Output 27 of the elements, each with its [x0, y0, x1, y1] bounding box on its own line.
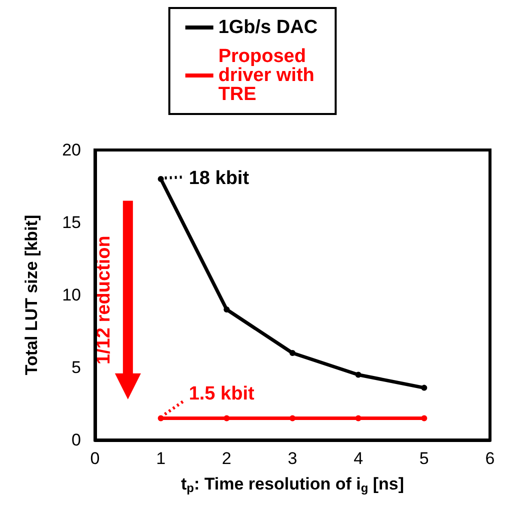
- x-tick-label: 5: [419, 449, 429, 468]
- y-axis-title: Total LUT size [kbit]: [22, 214, 41, 376]
- x-tick-label: 1: [156, 449, 166, 468]
- legend-label: 1Gb/s DAC: [218, 17, 318, 38]
- point: [355, 415, 362, 422]
- point: [355, 372, 362, 378]
- y-tick-label: 15: [62, 213, 81, 232]
- y-tick-label: 10: [62, 286, 81, 304]
- x-tick-label: 6: [485, 449, 495, 468]
- x-tick-label: 4: [354, 449, 364, 468]
- x-tick-label: 2: [222, 449, 232, 468]
- point: [290, 415, 296, 422]
- annotation: 1.5 kbit: [188, 383, 255, 404]
- point: [158, 176, 164, 182]
- legend-label: Proposed driver with TRE: [218, 46, 320, 105]
- point: [224, 306, 230, 312]
- y-tick-label: 5: [72, 358, 81, 377]
- point: [290, 350, 296, 356]
- x-tick-label: 3: [288, 449, 298, 468]
- point: [421, 415, 428, 422]
- annotation: 18 kbit: [188, 168, 250, 189]
- annotation: 1/12 reduction: [93, 236, 114, 364]
- y-tick-label: 0: [72, 430, 81, 450]
- y-tick-label: 20: [62, 140, 81, 160]
- point: [421, 384, 428, 391]
- point: [158, 415, 164, 422]
- x-tick-label: 0: [90, 449, 100, 468]
